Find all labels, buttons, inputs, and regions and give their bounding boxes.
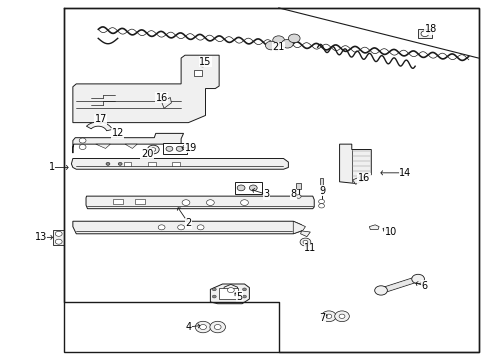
Bar [163,143,187,154]
Text: 19: 19 [184,143,197,153]
Text: 5: 5 [236,292,242,302]
Circle shape [199,324,206,329]
Text: 14: 14 [399,168,411,178]
Circle shape [147,145,159,154]
Circle shape [55,231,62,236]
Text: 16: 16 [357,173,369,183]
Circle shape [151,148,156,151]
Circle shape [212,288,216,291]
Polygon shape [71,158,288,169]
Polygon shape [125,144,137,148]
Polygon shape [86,122,112,131]
Text: 20: 20 [141,149,153,159]
Circle shape [300,238,310,246]
Bar [135,199,144,204]
Polygon shape [224,284,237,296]
Circle shape [227,288,234,293]
Bar [123,162,131,166]
Text: 16: 16 [155,93,167,103]
Bar [234,182,261,194]
Circle shape [206,200,214,206]
Circle shape [242,295,246,298]
Circle shape [242,288,246,291]
Text: 21: 21 [272,42,284,52]
Circle shape [249,185,257,191]
Circle shape [237,185,244,191]
Circle shape [182,200,189,206]
Bar [218,288,238,299]
Text: 9: 9 [319,186,325,196]
Circle shape [176,146,183,151]
Circle shape [281,40,293,48]
Circle shape [197,225,203,230]
Circle shape [338,314,344,319]
Circle shape [55,239,62,244]
Polygon shape [300,231,310,237]
Text: 13: 13 [35,232,47,242]
Circle shape [240,200,248,206]
Text: 3: 3 [263,189,269,199]
Circle shape [318,199,324,204]
Circle shape [106,162,110,165]
Polygon shape [293,221,305,234]
Bar [172,162,180,166]
Polygon shape [161,98,171,108]
Circle shape [214,324,221,329]
Bar [319,178,323,185]
Polygon shape [86,196,314,209]
Circle shape [318,204,324,208]
Bar [53,230,64,244]
Circle shape [411,274,424,284]
Circle shape [296,195,301,198]
Bar [417,30,431,39]
Circle shape [118,162,122,165]
Text: 11: 11 [304,243,316,253]
Polygon shape [339,144,370,184]
Bar [148,162,156,166]
Circle shape [303,240,307,244]
Circle shape [195,321,210,333]
Bar [64,8,478,352]
Polygon shape [96,144,110,148]
Text: 15: 15 [199,57,211,67]
Circle shape [158,225,164,230]
Text: 6: 6 [421,281,427,291]
Circle shape [374,286,386,295]
Circle shape [334,311,348,321]
Circle shape [288,34,300,42]
Text: 8: 8 [289,189,296,199]
Circle shape [321,311,335,321]
Circle shape [177,225,184,230]
Polygon shape [73,134,183,153]
Text: 18: 18 [424,24,436,35]
Polygon shape [368,225,378,229]
Circle shape [265,41,277,50]
Polygon shape [185,64,211,80]
Text: 12: 12 [111,129,123,138]
Circle shape [212,295,216,298]
Text: 1: 1 [49,162,55,172]
Text: 7: 7 [319,313,325,323]
Polygon shape [210,284,249,304]
Circle shape [165,146,172,151]
Bar [113,199,122,204]
Circle shape [79,138,86,143]
Circle shape [209,321,225,333]
Text: 10: 10 [384,227,396,237]
Circle shape [272,36,284,44]
Polygon shape [352,176,362,184]
Text: 2: 2 [185,218,191,228]
Polygon shape [73,55,219,123]
Text: 4: 4 [185,322,191,332]
Circle shape [325,314,331,319]
Circle shape [420,31,428,37]
Text: 17: 17 [94,114,106,124]
Bar [296,183,301,189]
Circle shape [79,144,86,149]
Bar [193,69,201,76]
Polygon shape [73,221,301,234]
